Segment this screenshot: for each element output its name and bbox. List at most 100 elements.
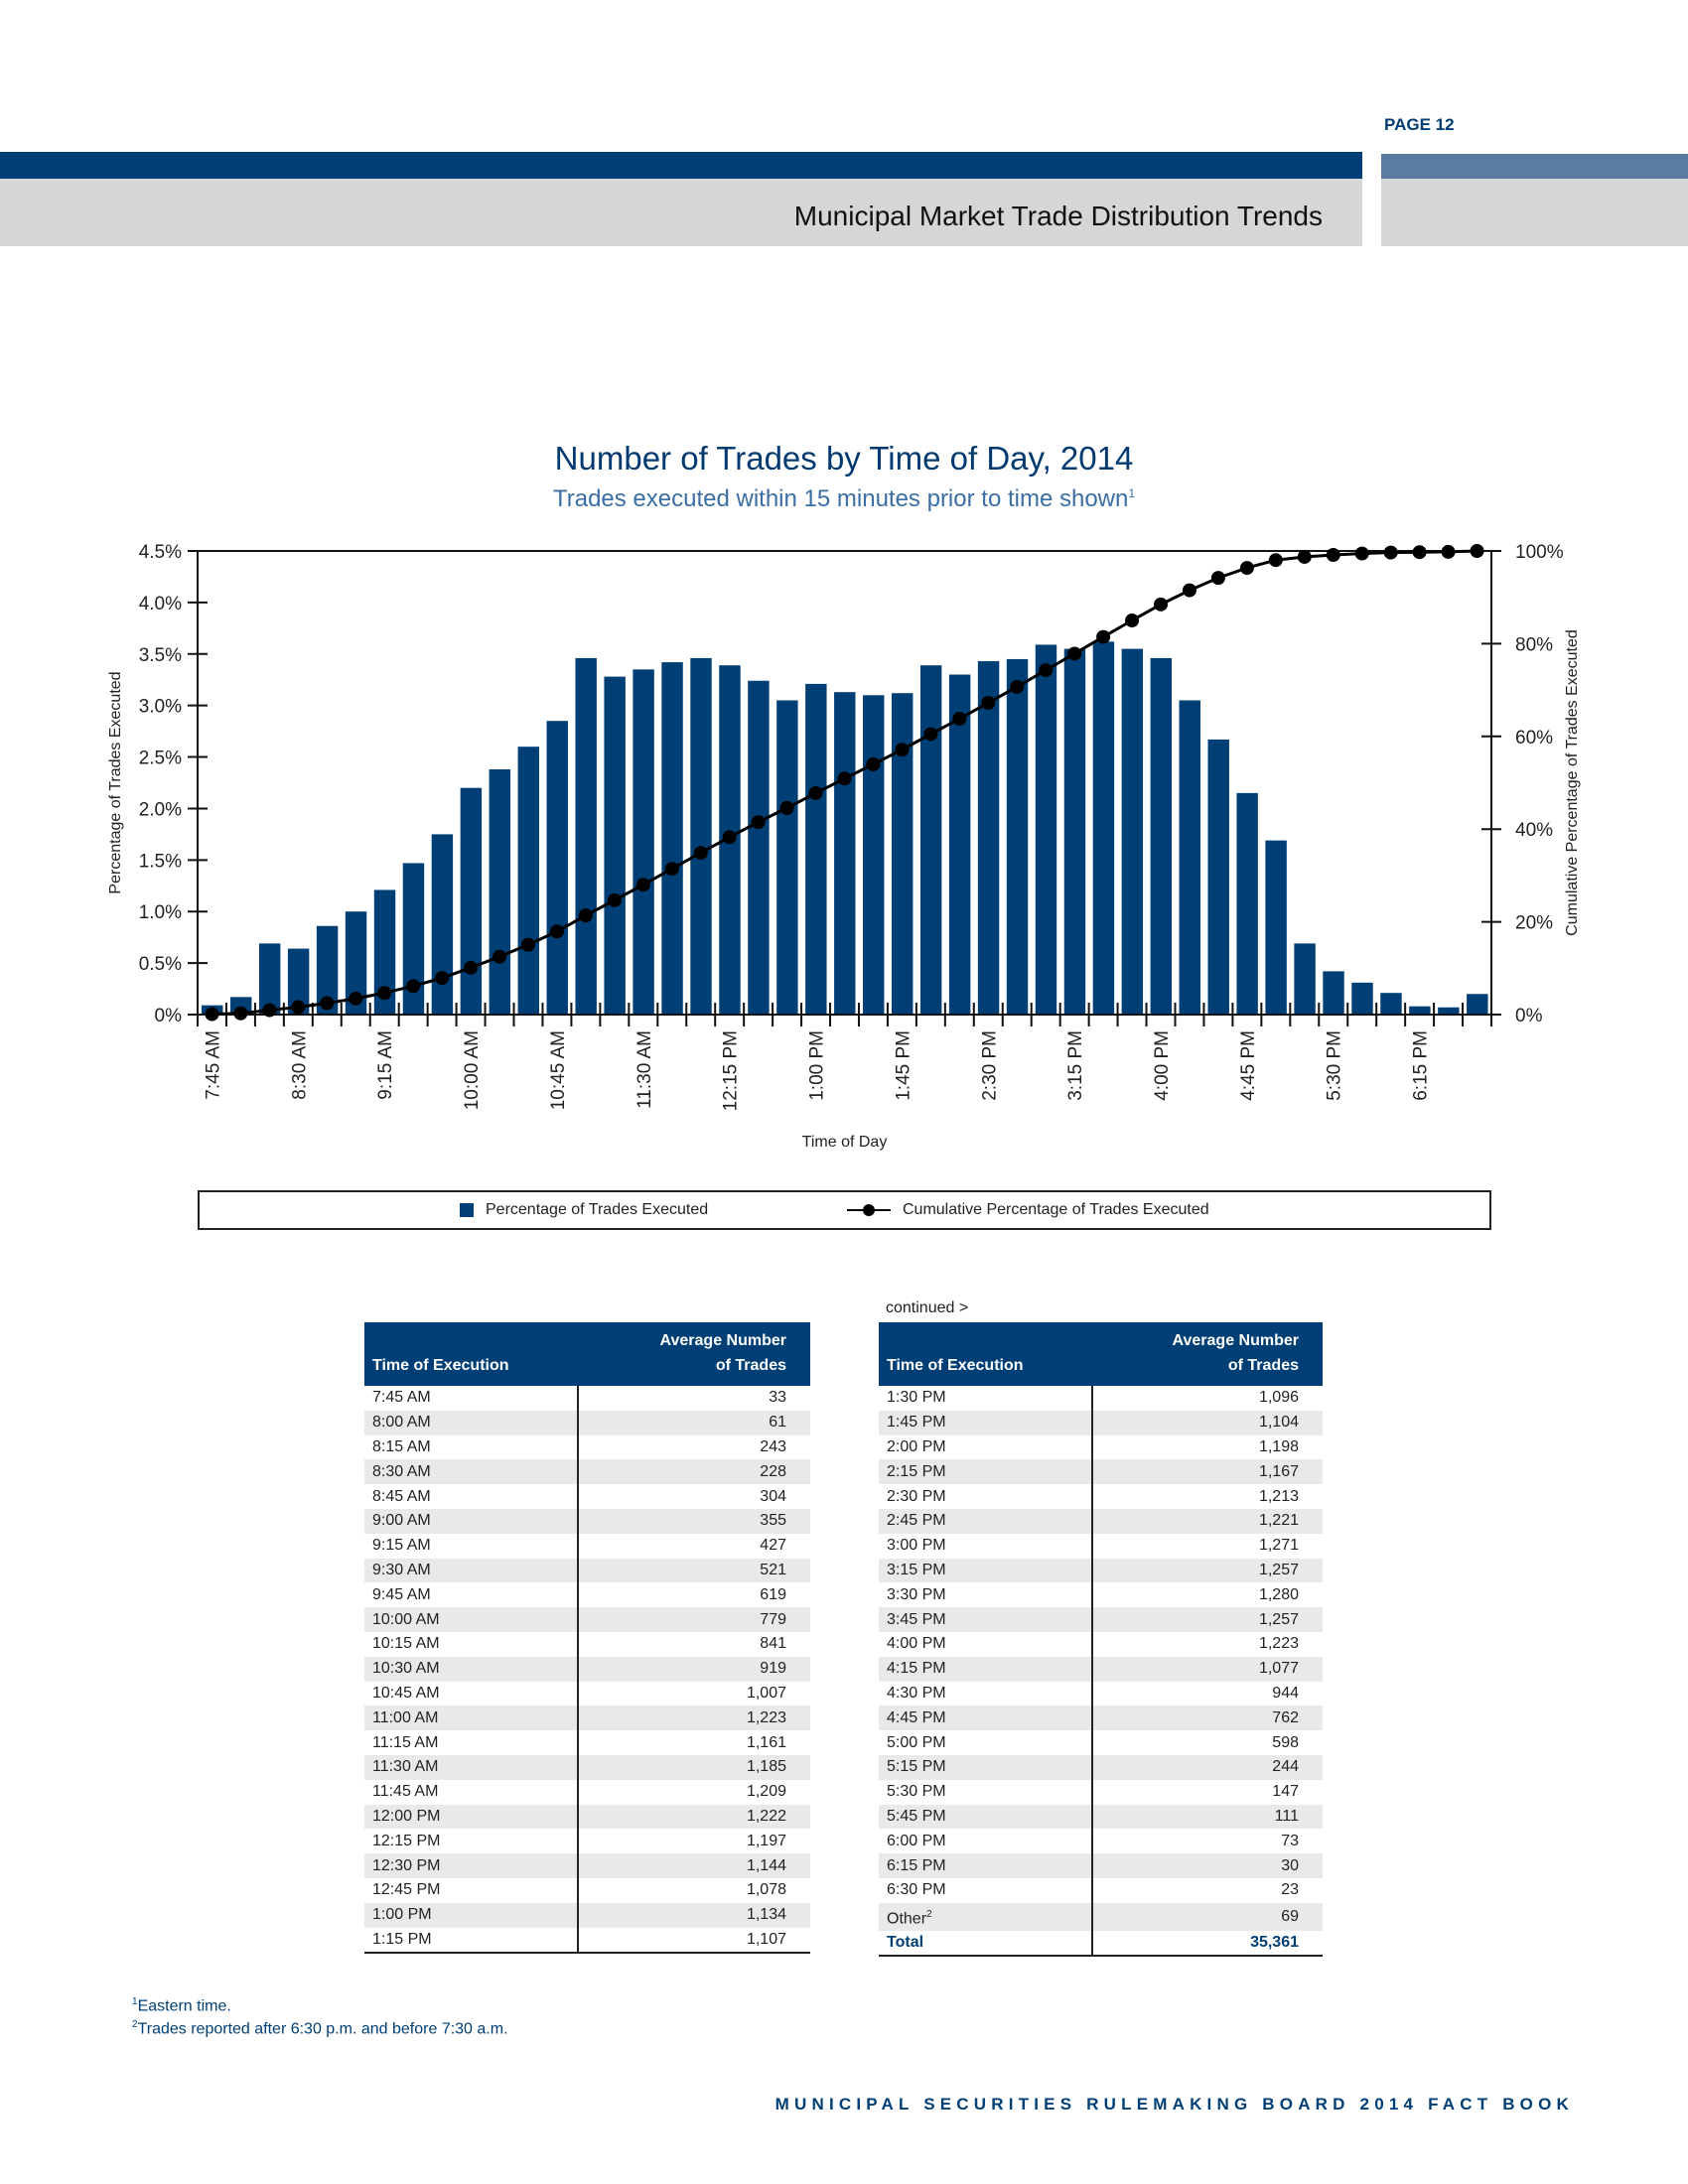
cell-trades: 1,198	[1091, 1434, 1323, 1460]
x-tick-label: 12:15 PM	[721, 1030, 742, 1111]
cell-trades: 1,167	[1091, 1459, 1323, 1485]
y2-tick-label: 40%	[1515, 820, 1553, 841]
cumulative-point	[435, 971, 450, 986]
table-row: 1:00 PM 1,134	[364, 1902, 810, 1928]
page-number: PAGE 12	[1384, 115, 1455, 134]
cell-time: 10:30 AM	[364, 1656, 578, 1682]
bar	[1150, 657, 1173, 1015]
continued-label: continued >	[886, 1299, 969, 1316]
section-title: Municipal Market Trade Distribution Tren…	[793, 201, 1323, 231]
cell-trades: 1,221	[1091, 1508, 1323, 1534]
bar	[1035, 644, 1057, 1015]
bar	[1294, 943, 1316, 1015]
x-tick-label: 6:15 PM	[1411, 1030, 1432, 1101]
table-row: 5:00 PM 598	[879, 1730, 1323, 1755]
cumulative-point	[751, 815, 766, 830]
cell-time: 1:15 PM	[364, 1927, 578, 1954]
cumulative-point	[1441, 544, 1456, 559]
table-row: 4:15 PM 1,077	[879, 1656, 1323, 1682]
table-row: 10:45 AM 1,007	[364, 1681, 810, 1706]
cumulative-point	[1326, 548, 1340, 563]
cell-time: 11:45 AM	[372, 1783, 439, 1801]
cumulative-point	[779, 800, 794, 815]
col-header-trades: Average Number of Trades	[578, 1322, 810, 1386]
cumulative-point	[981, 695, 996, 710]
footnote-1: 1Eastern time.	[132, 1996, 231, 2015]
bar	[1207, 739, 1229, 1015]
bar	[1380, 993, 1402, 1015]
bar	[977, 661, 1000, 1015]
cell-trades: 304	[577, 1484, 810, 1509]
x-axis-title: Time of Day	[802, 1134, 888, 1151]
cell-trades: 1,104	[1091, 1410, 1323, 1435]
y-tick-label: 4.0%	[139, 594, 182, 614]
bar	[1351, 982, 1373, 1015]
cell-time: 12:00 PM	[364, 1804, 578, 1830]
bar	[805, 683, 827, 1015]
table-row: 12:45 PM 1,078	[364, 1877, 810, 1903]
x-tick-label: 10:00 AM	[462, 1030, 483, 1110]
cell-trades: 61	[577, 1410, 810, 1435]
cumulative-point	[464, 960, 479, 975]
y2-axis-title: Cumulative Percentage of Trades Executed	[1564, 629, 1581, 936]
cumulative-point	[693, 846, 708, 861]
cell-trades: 33	[577, 1386, 810, 1411]
cell-trades: 69	[1091, 1902, 1323, 1932]
y-tick-label: 4.5%	[139, 542, 182, 563]
cell-trades: 228	[577, 1459, 810, 1485]
y-tick-label: 1.0%	[139, 902, 182, 923]
table-row: 11:30 AM 1,185	[364, 1754, 810, 1780]
x-tick-label: 10:45 AM	[548, 1030, 569, 1110]
cell-time: 5:30 PM	[887, 1783, 946, 1801]
y2-tick-label: 20%	[1515, 913, 1553, 934]
table-row: 10:00 AM 779	[364, 1607, 810, 1632]
cell-trades: 147	[1091, 1779, 1323, 1805]
cell-time: 9:15 AM	[372, 1537, 431, 1555]
cumulative-point	[808, 785, 823, 800]
bar	[776, 700, 798, 1015]
cell-trades: 779	[577, 1607, 810, 1632]
header-band-accent	[1381, 154, 1688, 179]
cell-trades: 598	[1091, 1730, 1323, 1755]
cell-trades: 919	[577, 1656, 810, 1682]
bar	[1063, 648, 1086, 1015]
cell-time: 8:45 AM	[372, 1487, 431, 1505]
y2-tick-label: 80%	[1515, 634, 1553, 655]
legend-line-marker-icon	[847, 1204, 891, 1216]
cell-time: 6:30 PM	[887, 1881, 946, 1899]
table-row: 1:45 PM 1,104	[879, 1410, 1323, 1435]
cell-time: 6:15 PM	[879, 1853, 1092, 1878]
cell-time: 3:00 PM	[887, 1537, 946, 1555]
cell-trades: 427	[577, 1533, 810, 1559]
table-row: 9:45 AM 619	[364, 1582, 810, 1608]
legend-item-line: Cumulative Percentage of Trades Executed	[847, 1201, 1209, 1219]
cell-trades: 355	[577, 1508, 810, 1534]
cumulative-point	[1125, 614, 1140, 628]
bar	[1409, 1006, 1431, 1015]
table-row: 2:45 PM 1,221	[879, 1508, 1323, 1534]
cumulative-point	[262, 1003, 277, 1018]
x-tick-label: 7:45 AM	[203, 1030, 223, 1100]
table-row: 10:30 AM 919	[364, 1656, 810, 1682]
cell-trades: 111	[1091, 1804, 1323, 1830]
bar	[948, 674, 971, 1015]
cell-trades: 944	[1091, 1681, 1323, 1706]
bar	[402, 863, 425, 1015]
cell-trades: 1,107	[577, 1927, 810, 1954]
table-row: 6:00 PM 73	[879, 1829, 1323, 1854]
x-tick-label: 1:45 PM	[893, 1030, 914, 1101]
table-row: Other2 69	[879, 1902, 1323, 1932]
x-tick-label: 9:15 AM	[375, 1030, 396, 1100]
y-tick-label: 0%	[155, 1006, 183, 1026]
table-row: 1:15 PM 1,107	[364, 1927, 810, 1954]
y-axis-title: Percentage of Trades Executed	[107, 671, 124, 893]
cell-time: 4:30 PM	[887, 1684, 946, 1702]
cell-trades: 1,271	[1091, 1533, 1323, 1559]
table-row: 2:30 PM 1,213	[879, 1484, 1323, 1509]
cell-time: 11:00 AM	[364, 1706, 578, 1731]
header-band	[0, 152, 1362, 179]
col-header-time: Time of Execution	[364, 1322, 578, 1386]
table-row: 11:00 AM 1,223	[364, 1706, 810, 1731]
table-row: 11:15 AM 1,161	[364, 1730, 810, 1755]
total-value: 35,361	[1091, 1931, 1323, 1958]
